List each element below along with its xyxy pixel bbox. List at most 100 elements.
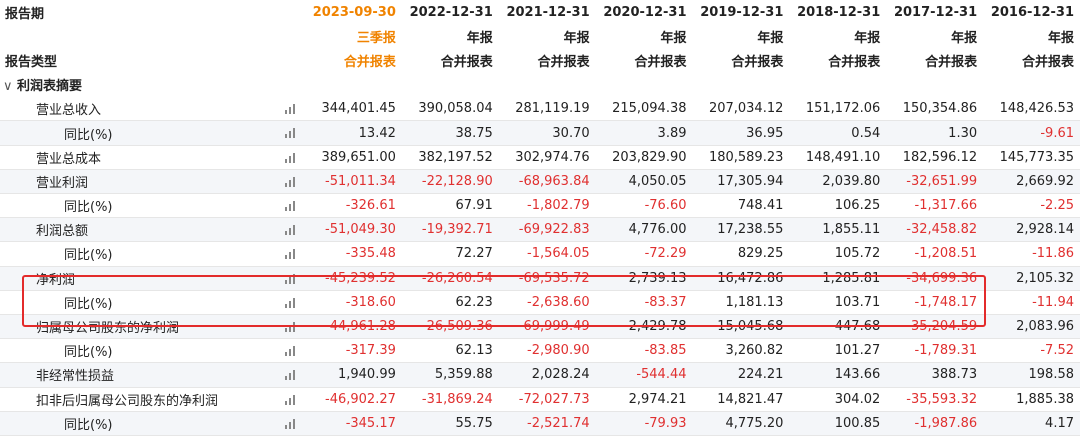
bar-chart-icon[interactable] <box>285 418 297 429</box>
table-cell: -1,564.05 <box>498 241 596 267</box>
table-cell: 1,940.99 <box>305 362 402 388</box>
table-cell: -1,317.66 <box>886 193 984 219</box>
table-cell: 38.75 <box>401 120 499 146</box>
table-cell: 180,589.23 <box>692 145 790 170</box>
row-label-text: 同比(%) <box>64 248 113 264</box>
table-cell: 388.73 <box>886 362 984 388</box>
table-cell: 215,094.38 <box>595 96 693 122</box>
table-cell: -51,011.34 <box>305 169 402 195</box>
table-cell: 15,045.68 <box>692 314 790 340</box>
table-cell: 67.91 <box>401 193 499 219</box>
table-cell: -7.52 <box>983 338 1080 364</box>
table-cell: 2,429.78 <box>595 314 693 340</box>
table-cell: -544.44 <box>595 362 693 388</box>
column-type: 合并报表 <box>828 54 881 70</box>
column-date[interactable]: 2023-09-30 <box>312 4 396 20</box>
column-date[interactable]: 2017-12-31 <box>893 4 978 20</box>
column-date[interactable]: 2020-12-31 <box>603 4 687 20</box>
table-cell: 748.41 <box>692 193 790 219</box>
table-cell: 2,039.80 <box>789 169 887 195</box>
column-date[interactable]: 2019-12-31 <box>700 4 784 20</box>
table-cell: 17,305.94 <box>692 169 790 195</box>
table-cell: -68,963.84 <box>498 169 596 195</box>
column-date[interactable]: 2021-12-31 <box>506 4 590 20</box>
column-date[interactable]: 2022-12-31 <box>409 4 493 20</box>
table-cell: 2,928.14 <box>983 217 1080 243</box>
row-label-text: 同比(%) <box>64 200 113 216</box>
row-label: 同比(%) <box>0 411 305 436</box>
table-cell: -31,869.24 <box>401 387 499 412</box>
chevron-down-icon[interactable]: ∨ <box>3 79 13 95</box>
table-cell: 1,885.38 <box>983 387 1080 412</box>
column-date[interactable]: 2016-12-31 <box>990 4 1074 20</box>
table-row[interactable]: 非经常性损益 1,940.99 5,359.88 2,028.24 -544.44 224… <box>0 362 1080 388</box>
column-period: 年报 <box>660 30 687 46</box>
column-type: 合并报表 <box>925 54 978 70</box>
table-cell: 1.30 <box>886 120 984 146</box>
table-cell: -318.60 <box>305 290 402 315</box>
table-cell: 4,776.00 <box>595 217 693 243</box>
table-row[interactable]: 归属母公司股东的净利润 -44,961.28 -26,509.36 -69,999.4… <box>0 314 1080 340</box>
bar-chart-icon[interactable] <box>285 152 297 163</box>
table-cell: 148,491.10 <box>789 145 887 170</box>
table-cell: -1,789.31 <box>886 338 984 364</box>
table-cell: 0.54 <box>789 120 887 146</box>
table-cell: -83.85 <box>595 338 693 364</box>
table-row[interactable]: 净利润 -45,239.52 -26,260.54 -69,535.72 2,739.1… <box>0 266 1080 291</box>
bar-chart-icon[interactable] <box>285 200 297 211</box>
table-cell: 14,821.47 <box>692 387 790 412</box>
bar-chart-icon[interactable] <box>285 224 297 236</box>
bar-chart-icon[interactable] <box>285 321 297 332</box>
header-period-label: 报告期 <box>5 6 45 22</box>
table-row[interactable]: 扣非后归属母公司股东的净利润 -46,902.27 -31,869.24 -72,02… <box>0 387 1080 412</box>
table-row[interactable]: 同比(%) 13.42 38.75 30.70 3.89 36.95 0.54 1.30 -9.… <box>0 120 1080 146</box>
table-cell: -46,902.27 <box>305 387 402 412</box>
table-cell: 829.25 <box>692 241 790 267</box>
table-row[interactable]: 同比(%) -345.17 55.75 -2,521.74 -79.93 4,775.20… <box>0 411 1080 436</box>
column-date[interactable]: 2018-12-31 <box>797 4 881 20</box>
table-cell: -11.94 <box>983 290 1080 315</box>
bar-chart-icon[interactable] <box>285 273 297 284</box>
row-label: 同比(%) <box>0 290 305 315</box>
bar-chart-icon[interactable] <box>285 297 297 308</box>
row-label: 非经常性损益 <box>0 362 305 388</box>
section-row-income-summary[interactable]: ∨ 利润表摘要 <box>0 73 1080 97</box>
table-row[interactable]: 同比(%) -317.39 62.13 -2,980.90 -83.85 3,260.82… <box>0 338 1080 364</box>
table-cell: 4,050.05 <box>595 169 693 195</box>
table-cell: 3,260.82 <box>692 338 790 364</box>
table-row[interactable]: 营业总成本 389,651.00 382,197.52 302,974.76 203,8… <box>0 145 1080 170</box>
bar-chart-icon[interactable] <box>285 369 297 381</box>
table-row[interactable]: 营业利润 -51,011.34 -22,128.90 -68,963.84 4,050.… <box>0 169 1080 195</box>
table-row[interactable]: 同比(%) -326.61 67.91 -1,802.79 -76.60 748.41 10… <box>0 193 1080 219</box>
table-cell: 2,083.96 <box>983 314 1080 340</box>
bar-chart-icon[interactable] <box>285 394 297 405</box>
row-label: 同比(%) <box>0 120 305 146</box>
table-row[interactable]: 同比(%) -335.48 72.27 -1,564.05 -72.29 829.25 10… <box>0 241 1080 267</box>
table-row[interactable]: 利润总额 -51,049.30 -19,392.71 -69,922.83 4,776.… <box>0 217 1080 243</box>
table-row[interactable]: 营业总收入 344,401.45 390,058.04 281,119.19 215,0… <box>0 96 1080 122</box>
table-cell: 2,974.21 <box>595 387 693 412</box>
table-cell: 101.27 <box>789 338 887 364</box>
row-label-text: 利润总额 <box>36 224 89 240</box>
table-cell: -76.60 <box>595 193 693 219</box>
table-cell: 13.42 <box>305 120 402 146</box>
table-row[interactable]: 同比(%) -318.60 62.23 -2,638.60 -83.37 1,181.13… <box>0 290 1080 315</box>
table-cell: 30.70 <box>498 120 596 146</box>
column-period: 年报 <box>757 30 784 46</box>
table-cell: 100.85 <box>789 411 887 436</box>
table-cell: 447.68 <box>789 314 887 340</box>
table-cell: -1,802.79 <box>498 193 596 219</box>
bar-chart-icon[interactable] <box>285 176 297 187</box>
bar-chart-icon[interactable] <box>285 127 297 139</box>
row-label-text: 净利润 <box>36 272 76 288</box>
table-cell: -19,392.71 <box>401 217 499 243</box>
row-label: 营业总成本 <box>0 145 305 170</box>
table-cell: 2,028.24 <box>498 362 596 388</box>
row-label-text: 同比(%) <box>64 417 113 433</box>
bar-chart-icon[interactable] <box>285 345 297 357</box>
row-label-text: 同比(%) <box>64 345 113 361</box>
bar-chart-icon[interactable] <box>285 103 297 114</box>
column-type: 合并报表 <box>731 54 784 70</box>
table-cell: 151,172.06 <box>789 96 887 122</box>
bar-chart-icon[interactable] <box>285 248 297 260</box>
